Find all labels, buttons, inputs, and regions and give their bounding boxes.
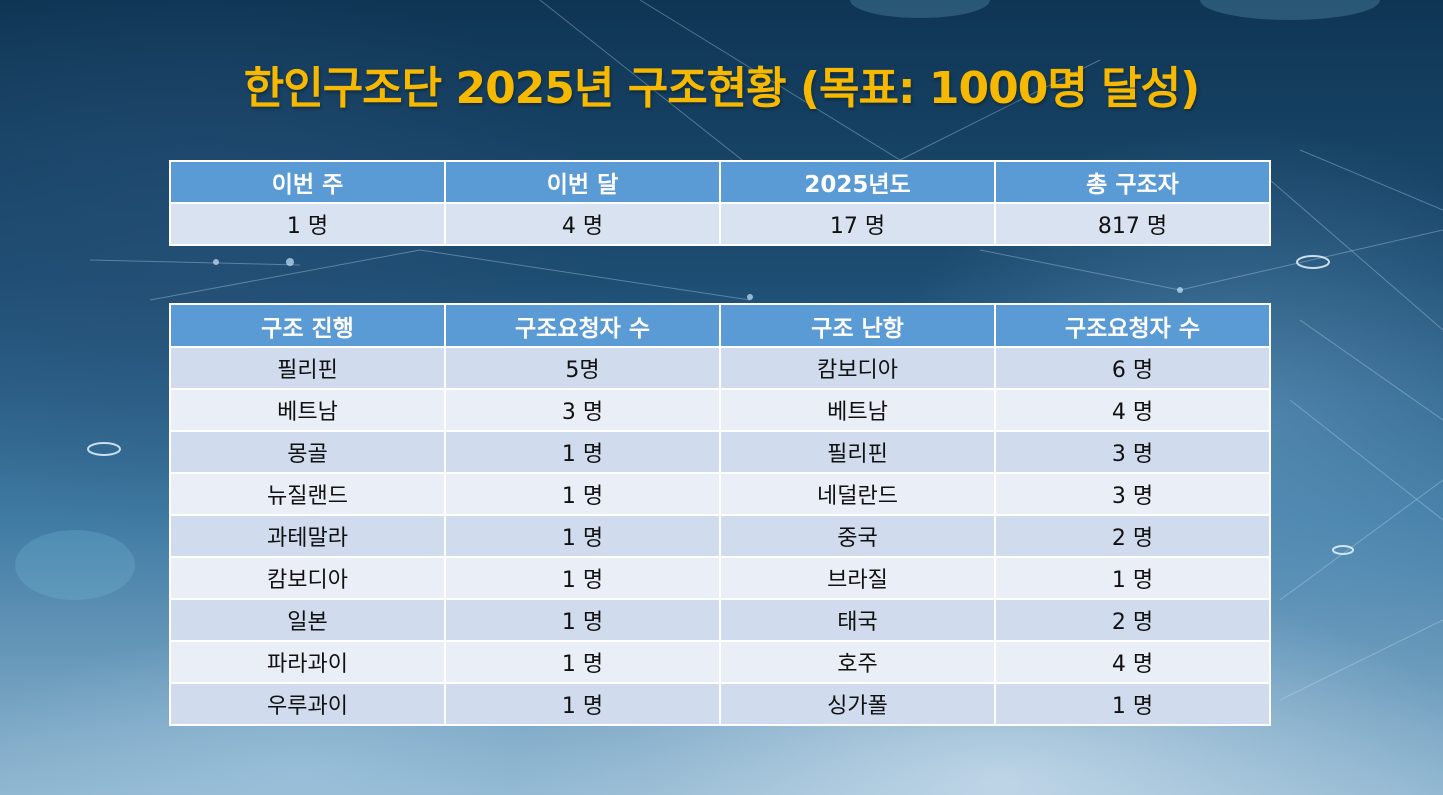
difficult-country: 베트남	[719, 388, 996, 432]
in-progress-count: 1 명	[444, 556, 721, 600]
rescue-header-cell: 구조요청자 수	[994, 303, 1271, 348]
difficult-count: 3 명	[994, 472, 1271, 516]
summary-table: 이번 주 이번 달 2025년도 총 구조자 1 명 4 명 17 명 817 …	[169, 160, 1271, 246]
rescue-header-cell: 구조 진행	[169, 303, 446, 348]
rescue-header-cell: 구조 난항	[719, 303, 996, 348]
table-row: 뉴질랜드 1 명 네덜란드 3 명	[169, 472, 1271, 516]
difficult-country: 호주	[719, 640, 996, 684]
table-row: 캄보디아 1 명 브라질 1 명	[169, 556, 1271, 600]
summary-header-cell: 총 구조자	[994, 160, 1271, 204]
difficult-count: 2 명	[994, 514, 1271, 558]
difficult-count: 4 명	[994, 640, 1271, 684]
rescue-header-row: 구조 진행 구조요청자 수 구조 난항 구조요청자 수	[169, 303, 1271, 348]
in-progress-count: 1 명	[444, 430, 721, 474]
in-progress-country: 우루과이	[169, 682, 446, 726]
table-row: 베트남 3 명 베트남 4 명	[169, 388, 1271, 432]
summary-value-row: 1 명 4 명 17 명 817 명	[169, 202, 1271, 246]
difficult-country: 중국	[719, 514, 996, 558]
table-row: 몽골 1 명 필리핀 3 명	[169, 430, 1271, 474]
difficult-count: 2 명	[994, 598, 1271, 642]
in-progress-count: 5명	[444, 346, 721, 390]
rescue-header-cell: 구조요청자 수	[444, 303, 721, 348]
in-progress-country: 과테말라	[169, 514, 446, 558]
in-progress-count: 1 명	[444, 682, 721, 726]
difficult-country: 필리핀	[719, 430, 996, 474]
difficult-count: 6 명	[994, 346, 1271, 390]
in-progress-country: 파라과이	[169, 640, 446, 684]
difficult-count: 1 명	[994, 682, 1271, 726]
table-row: 필리핀 5명 캄보디아 6 명	[169, 346, 1271, 390]
difficult-country: 싱가폴	[719, 682, 996, 726]
difficult-country: 브라질	[719, 556, 996, 600]
summary-header-cell: 이번 주	[169, 160, 446, 204]
in-progress-country: 캄보디아	[169, 556, 446, 600]
in-progress-count: 1 명	[444, 472, 721, 516]
in-progress-count: 1 명	[444, 598, 721, 642]
summary-value-cell: 817 명	[994, 202, 1271, 246]
table-row: 파라과이 1 명 호주 4 명	[169, 640, 1271, 684]
difficult-country: 태국	[719, 598, 996, 642]
summary-value-cell: 4 명	[444, 202, 721, 246]
difficult-count: 4 명	[994, 388, 1271, 432]
difficult-count: 3 명	[994, 430, 1271, 474]
difficult-count: 1 명	[994, 556, 1271, 600]
summary-header-cell: 이번 달	[444, 160, 721, 204]
in-progress-country: 일본	[169, 598, 446, 642]
in-progress-count: 1 명	[444, 514, 721, 558]
difficult-country: 네덜란드	[719, 472, 996, 516]
summary-value-cell: 1 명	[169, 202, 446, 246]
in-progress-country: 뉴질랜드	[169, 472, 446, 516]
in-progress-country: 베트남	[169, 388, 446, 432]
summary-header-row: 이번 주 이번 달 2025년도 총 구조자	[169, 160, 1271, 204]
in-progress-count: 3 명	[444, 388, 721, 432]
difficult-country: 캄보디아	[719, 346, 996, 390]
summary-value-cell: 17 명	[719, 202, 996, 246]
rescue-status-table: 구조 진행 구조요청자 수 구조 난항 구조요청자 수 필리핀 5명 캄보디아 …	[169, 303, 1271, 726]
in-progress-count: 1 명	[444, 640, 721, 684]
page-title: 한인구조단 2025년 구조현황 (목표: 1000명 달성)	[243, 63, 1201, 114]
in-progress-country: 필리핀	[169, 346, 446, 390]
rescue-table-body: 필리핀 5명 캄보디아 6 명 베트남 3 명 베트남 4 명 몽골 1 명 필…	[169, 346, 1271, 726]
table-row: 일본 1 명 태국 2 명	[169, 598, 1271, 642]
table-row: 과테말라 1 명 중국 2 명	[169, 514, 1271, 558]
in-progress-country: 몽골	[169, 430, 446, 474]
table-row: 우루과이 1 명 싱가폴 1 명	[169, 682, 1271, 726]
summary-header-cell: 2025년도	[719, 160, 996, 204]
